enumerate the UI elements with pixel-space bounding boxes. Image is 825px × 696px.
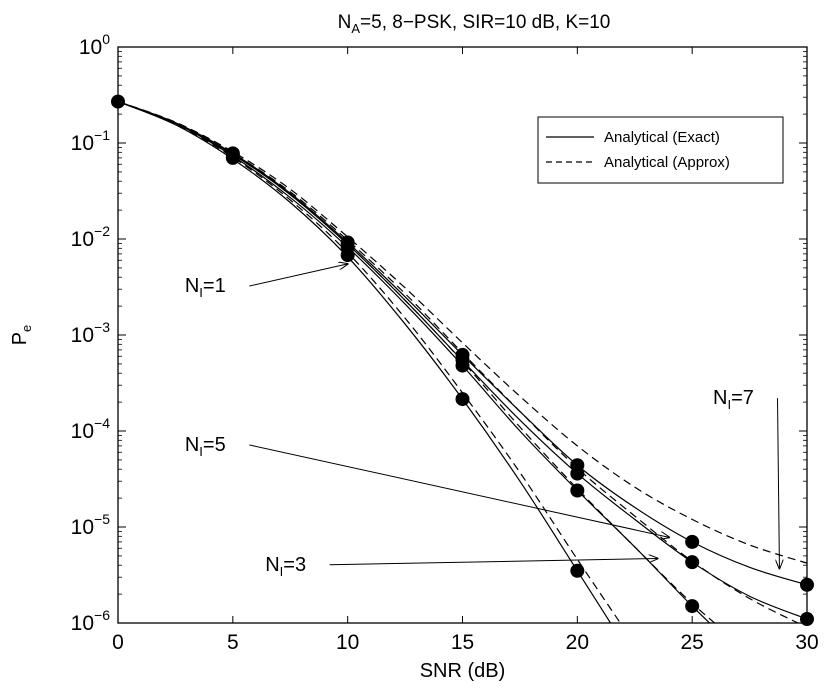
x-tick-label-25: 25 [680,631,703,654]
x-tick-label-10: 10 [336,631,359,654]
legend-label-approx: Analytical (Approx) [604,154,730,171]
annotation-ni-7: NI=7 [713,387,754,412]
x-tick-label-15: 15 [451,631,474,654]
y-tick-label-0: 100 [79,31,110,59]
legend-box [537,116,784,184]
annotation-arrow-3 [778,398,780,568]
annotation-arrow-2 [329,558,658,566]
y-tick-label-3: 10−3 [71,319,111,347]
markers [111,94,814,627]
data-point-9 [455,358,470,373]
y-axis-label: Pe [9,325,34,346]
series-ni-3-solid [118,101,711,623]
x-axis-label: SNR (dB) [420,660,506,682]
x-tick-label-20: 20 [566,631,589,654]
annotations: NI=1 NI=5 NI=3 NI=7 [185,264,780,579]
y-tick-label-2: 10−2 [71,223,111,251]
y-tick-label-6: 10−6 [71,607,111,635]
data-point-16 [685,555,700,570]
y-tick-label-4: 10−4 [71,415,111,443]
data-point-15 [685,534,700,549]
data-point-10 [455,392,470,407]
x-tick-label-5: 5 [227,631,239,654]
annotation-ni-3: NI=3 [265,554,306,579]
annotation-ni-1: NI=1 [185,275,226,300]
series-ni-1-solid [118,101,612,623]
data-point-17 [685,599,700,614]
legend-label-exact: Analytical (Exact) [604,129,720,146]
data-point-6 [340,248,355,263]
x-tick-label-0: 0 [112,631,124,654]
data-point-13 [570,483,585,498]
annotation-arrow-0 [249,264,347,287]
series-ni-3-dashed [118,101,716,623]
annotation-ni-5: NI=5 [185,434,226,459]
y-tick-label-1: 10−1 [71,127,111,155]
y-axis: 100 10−1 10−2 10−3 10−4 10−5 10−6 [71,31,807,635]
data-point-3 [225,150,240,165]
curves [118,101,807,623]
legend: Analytical (Exact) Analytical (Approx) [537,116,784,184]
annotation-arrow-1 [249,444,669,537]
data-point-14 [570,563,585,578]
series-ni-1-dashed [118,101,622,623]
x-axis: 0 5 10 15 20 25 30 [112,47,819,654]
y-tick-label-5: 10−5 [71,511,111,539]
data-point-12 [570,466,585,481]
x-tick-label-30: 30 [795,631,818,654]
chart-title: NA=5, 8−PSK, SIR=10 dB, K=10 [338,12,611,36]
